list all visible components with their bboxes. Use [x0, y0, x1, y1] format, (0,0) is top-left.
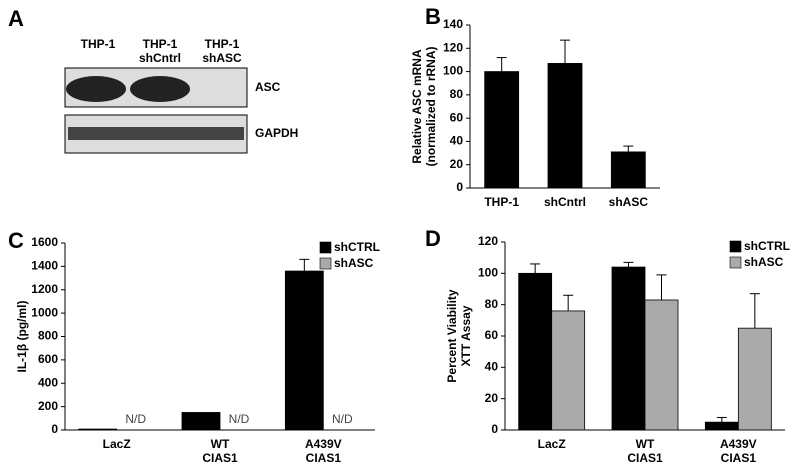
bar: [284, 270, 324, 431]
y-axis-label: Relative ASC mRNA(normalized to rRNA): [410, 46, 438, 166]
x-tick-label: WT CIAS1: [202, 437, 238, 465]
bar: [181, 412, 221, 431]
bar: [611, 266, 646, 431]
x-tick-label: shASC: [609, 195, 649, 209]
y-axis-label: Percent ViabilityXTT Assay: [445, 289, 473, 382]
x-tick-label: LacZ: [538, 437, 566, 451]
y-tick-label: 200: [38, 399, 58, 413]
value-label: N/D: [229, 412, 250, 426]
x-tick-label: A439V CIAS1: [305, 437, 342, 465]
y-tick-label: 120: [478, 234, 498, 248]
panel-label: B: [425, 4, 441, 29]
legend-label: shASC: [334, 256, 374, 270]
y-tick-label: 80: [485, 297, 499, 311]
bar: [547, 63, 583, 189]
y-tick-label: 40: [485, 360, 499, 374]
y-axis-label-line: Percent Viability: [445, 289, 459, 382]
y-tick-label: 80: [450, 87, 464, 101]
bar: [704, 421, 739, 431]
y-axis-label-line: (normalized to rRNA): [424, 46, 438, 166]
legend-swatch: [319, 257, 332, 270]
panel-label: A: [8, 6, 24, 31]
value-label: N/D: [332, 412, 353, 426]
legend-label: shCTRL: [744, 239, 790, 253]
bar: [644, 299, 679, 431]
bar: [610, 151, 646, 189]
y-tick-label: 20: [485, 391, 499, 405]
bar: [78, 428, 118, 431]
y-tick-label: 600: [38, 352, 58, 366]
y-tick-label: 0: [491, 422, 498, 436]
lane-label: THP-1 shASC: [202, 37, 242, 65]
y-tick-label: 0: [456, 180, 463, 194]
bar: [518, 272, 553, 431]
x-tick-label: WT CIAS1: [627, 437, 663, 465]
x-tick-label: shCntrl: [544, 195, 586, 209]
legend-swatch: [729, 256, 742, 269]
y-tick-label: 400: [38, 375, 58, 389]
y-tick-label: 800: [38, 329, 58, 343]
lane-label: THP-1 shCntrl: [139, 37, 181, 65]
y-tick-label: 1200: [31, 282, 58, 296]
band-label: GAPDH: [255, 126, 298, 140]
y-tick-label: 0: [51, 422, 58, 436]
y-tick-label: 1400: [31, 259, 58, 273]
lane-label: THP-1: [81, 37, 116, 51]
band: [66, 76, 126, 102]
bar: [484, 71, 520, 189]
y-axis-label-line: Relative ASC mRNA: [410, 49, 424, 164]
y-tick-label: 20: [450, 157, 464, 171]
legend-label: shASC: [744, 255, 784, 269]
blot: [64, 67, 248, 154]
y-tick-label: 1000: [31, 305, 58, 319]
legend-label: shCTRL: [334, 240, 380, 254]
y-axis-label-line: XTT Assay: [459, 305, 473, 366]
bar: [737, 327, 772, 431]
band-label: ASC: [255, 80, 281, 94]
y-tick-label: 100: [443, 64, 463, 78]
y-tick-label: 60: [485, 328, 499, 342]
legend-swatch: [729, 240, 742, 253]
y-tick-label: 1600: [31, 235, 58, 249]
panel-label: C: [8, 228, 24, 253]
legend-swatch: [319, 241, 332, 254]
y-tick-label: 120: [443, 40, 463, 54]
y-tick-label: 100: [478, 266, 498, 280]
panel-label: D: [425, 226, 441, 251]
y-tick-label: 140: [443, 17, 463, 31]
band: [68, 127, 244, 140]
x-tick-label: A439V CIAS1: [720, 437, 757, 465]
y-axis-label-line: IL-1β (pg/ml): [15, 301, 29, 373]
y-axis-label: IL-1β (pg/ml): [15, 301, 29, 373]
x-tick-label: LacZ: [103, 437, 131, 451]
value-label: N/D: [125, 412, 146, 426]
bar: [551, 310, 586, 431]
band: [130, 76, 190, 102]
y-tick-label: 60: [450, 110, 464, 124]
x-tick-label: THP-1: [484, 195, 519, 209]
y-tick-label: 40: [450, 134, 464, 148]
